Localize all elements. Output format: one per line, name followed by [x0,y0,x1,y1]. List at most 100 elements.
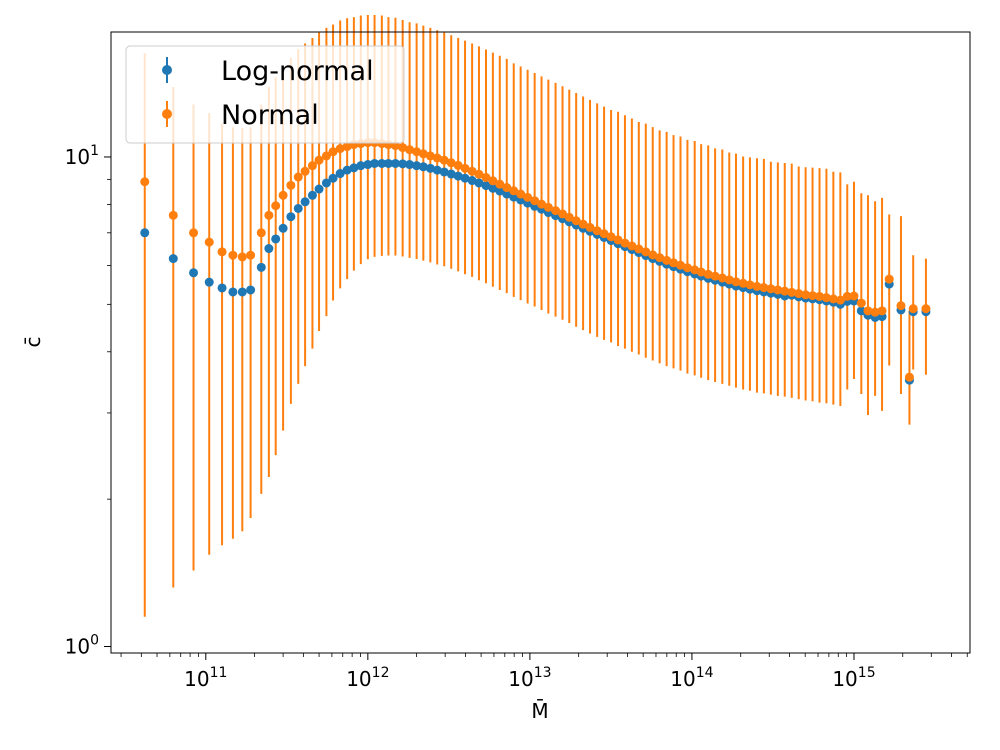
normal-point [495,179,505,189]
normal-point [585,222,595,232]
log-normal-point [377,158,387,168]
normal-point [794,289,804,299]
log-normal-point [418,162,428,172]
log-normal-point [398,159,408,169]
normal-point [328,147,338,157]
log-normal-point [460,173,470,183]
normal-point [592,226,602,236]
normal-point [558,209,568,219]
normal-point [877,306,887,316]
log-normal-point [467,176,477,186]
legend-log-normal-label: Log-normal [221,56,374,87]
normal-point [523,192,533,202]
normal-point [908,304,918,314]
normal-point [884,274,894,284]
log-normal-point [412,161,422,171]
normal-point [418,149,428,159]
log-normal-point [856,306,866,316]
normal-point [278,190,288,200]
normal-point [578,219,588,229]
x-tick-label: 1012 [346,665,389,691]
normal-point [606,232,616,242]
normal-point [460,163,470,173]
normal-point [300,166,310,176]
legend-normal-marker [162,109,172,119]
log-normal-point [488,183,498,193]
normal-point [801,290,811,300]
log-normal-point [495,186,505,196]
normal-point [405,145,415,155]
plot-frame [110,31,971,654]
y-tick-label: 100 [65,633,99,659]
legend-frame [125,45,405,144]
normal-point [745,280,755,290]
normal-point [849,291,859,301]
normal-point [710,271,720,281]
log-normal-point [349,163,359,173]
normal-point [509,186,519,196]
log-normal-point [446,169,456,179]
legend-normal-label: Normal [221,100,319,131]
normal-point [537,199,547,209]
normal-point [731,277,741,287]
x-tick-label: 1011 [184,665,227,691]
log-normal-point [383,158,393,168]
normal-point [543,202,553,212]
normal-point [237,252,247,262]
normal-point [564,212,574,222]
normal-point [808,291,818,301]
normal-point [780,286,790,296]
normal-point [828,294,838,304]
normal-point [530,196,540,206]
x-axis-ticks: 1011 1012 1013 1014 1015 [120,653,968,691]
normal-point [246,250,256,260]
normal-point [204,237,214,247]
normal-point [516,189,526,199]
data-markers [140,138,931,385]
log-normal-point [286,212,296,222]
normal-point [551,206,561,216]
x-axis-label: M̄ [531,698,548,723]
normal-point [599,229,609,239]
normal-point [717,273,727,283]
log-normal-point [363,160,373,170]
log-normal-point [264,244,274,254]
normal-point [921,304,931,314]
normal-point [432,153,442,163]
log-normal-point [228,287,238,297]
normal-point [627,241,637,251]
normal-point [766,284,776,294]
normal-point [446,158,456,168]
normal-point [481,172,491,182]
log-normal-point [328,173,338,183]
normal-point [140,177,150,187]
log-normal-point [271,234,281,244]
normal-point [856,298,866,308]
log-normal-point [217,283,227,293]
log-normal-point [321,178,331,188]
normal-point [738,278,748,288]
log-normal-point [300,197,310,207]
x-tick-label: 1013 [508,665,551,691]
log-normal-point [256,262,266,272]
y-axis-label: c̄ [21,337,45,348]
normal-point [571,216,581,226]
normal-point [773,285,783,295]
normal-point [669,258,679,268]
log-normal-point [425,163,435,173]
normal-point [613,235,623,245]
normal-point [342,142,352,152]
normal-point [696,267,706,277]
log-normal-point [453,171,463,181]
normal-point [870,307,880,317]
log-normal-point [307,190,317,200]
log-normal-point [278,223,288,233]
normal-point [703,269,713,279]
legend-log-normal-marker [162,65,172,75]
log-normal-point [140,228,150,238]
normal-point [821,293,831,303]
normal-point [335,144,345,154]
normal-point [307,161,317,171]
normal-point [425,151,435,161]
y-tick-label: 101 [65,143,99,169]
